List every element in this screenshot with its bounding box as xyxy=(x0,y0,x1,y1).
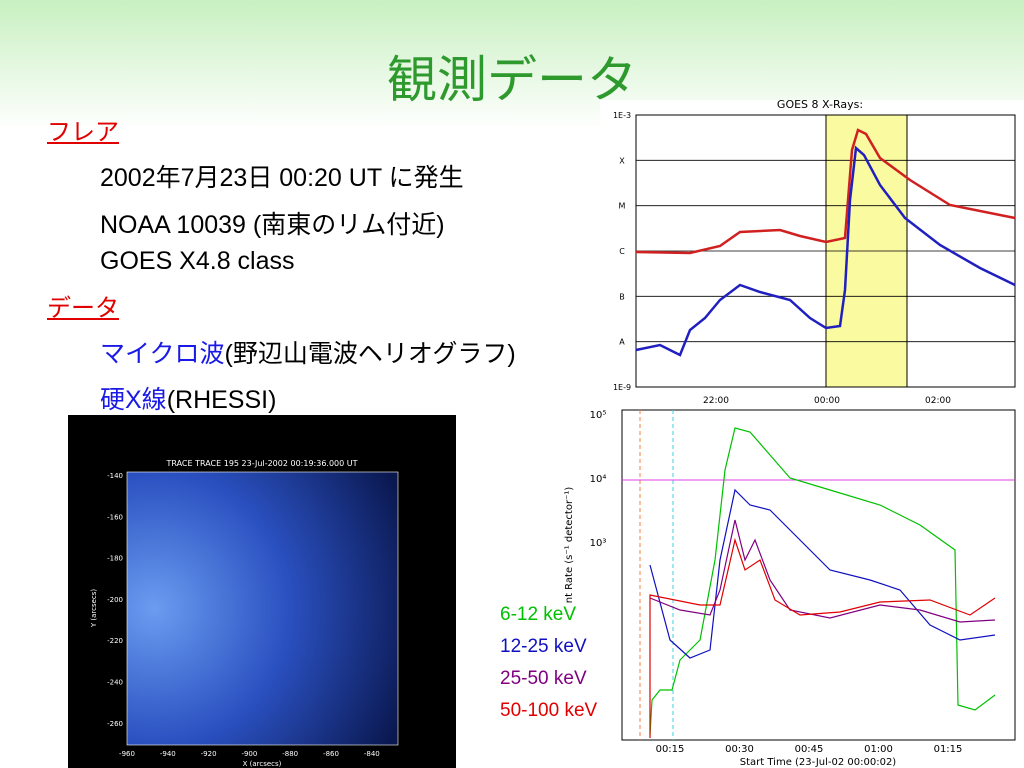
goes-title: GOES 8 X-Rays: xyxy=(777,98,863,111)
text-line: GOES X4.8 class xyxy=(100,247,295,276)
text-part: (RHESSI) xyxy=(166,386,277,414)
y-tick-label: -200 xyxy=(107,596,123,604)
curve-6-12 xyxy=(649,427,996,736)
trace-x-label: X (arcsecs) xyxy=(243,760,282,768)
x-tick-label: -840 xyxy=(364,750,380,758)
y-tick-label: -160 xyxy=(107,513,123,521)
x-label: 22:00 xyxy=(703,396,729,406)
x-tick-label: -960 xyxy=(119,750,135,758)
y-label: M xyxy=(619,202,626,211)
legend-entry: 12-25 keV xyxy=(500,636,587,658)
trace-image xyxy=(126,471,399,746)
text-part: GOES X4.8 class xyxy=(100,247,295,275)
x-tick-label: -940 xyxy=(160,750,176,758)
rhessi-x-label: Start Time (23-Jul-02 00:00:02) xyxy=(740,757,897,768)
rhessi-axes: 10⁵ 10⁴ 10³ 00:15 00:30 00:45 01:00 01:15 xyxy=(590,410,963,755)
y-label: 1E-9 xyxy=(613,383,631,392)
goes-long-curve xyxy=(635,128,1016,255)
text-part: 硬X線 xyxy=(100,386,167,414)
x-tick-label: -880 xyxy=(282,750,298,758)
text-part: マイクロ波 xyxy=(100,340,225,368)
slide-title: 観測データ xyxy=(387,52,637,108)
x-tick-label: -920 xyxy=(201,750,217,758)
section-heading: フレア xyxy=(47,119,119,146)
curve-12-25 xyxy=(649,488,996,659)
x-label: 00:00 xyxy=(814,396,840,406)
y-tick-label: -240 xyxy=(107,679,123,687)
text-line: マイクロ波(野辺山電波ヘリオグラフ) xyxy=(100,334,516,370)
y-tick-label: -260 xyxy=(107,720,123,728)
y-label: X xyxy=(619,156,625,165)
text-line: 硬X線(RHESSI) xyxy=(100,380,276,416)
x-tick-label: 01:15 xyxy=(934,744,963,755)
legend-entry: 25-50 keV xyxy=(500,668,587,690)
x-tick-label: -900 xyxy=(241,750,257,758)
y-label: 1E-3 xyxy=(613,111,631,120)
curve-25-50 xyxy=(649,519,996,623)
x-tick-label: 00:45 xyxy=(795,744,824,755)
x-tick-label: 00:15 xyxy=(656,744,685,755)
y-label: A xyxy=(619,338,625,347)
x-label: 02:00 xyxy=(925,396,951,406)
goes-frame xyxy=(635,114,1016,388)
y-tick-label: 10³ xyxy=(590,538,607,549)
text-line: 2002年7月23日 00:20 UT に発生 xyxy=(100,158,464,194)
x-tick-label: -860 xyxy=(323,750,339,758)
y-label: C xyxy=(619,247,625,256)
x-tick-label: 01:00 xyxy=(864,744,893,755)
rhessi-frame xyxy=(621,409,1016,741)
text-part: 2002年7月23日 00:20 UT に発生 xyxy=(100,164,464,192)
text-line: NOAA 10039 (南東のリム付近) xyxy=(100,205,445,241)
y-tick-label: -140 xyxy=(107,472,123,480)
legend-entry: 50-100 keV xyxy=(500,700,598,722)
trace-title: TRACE TRACE 195 23-Jul-2002 00:19:36.000… xyxy=(165,459,357,468)
legend-entry: 6-12 keV xyxy=(500,604,577,626)
goes-short-curve xyxy=(635,145,1016,357)
y-tick-label: 10⁴ xyxy=(590,474,607,485)
trace-axes: -140 -160 -180 -200 -220 -240 -260 -960 -940 -920… xyxy=(107,472,380,758)
y-tick-label: -220 xyxy=(107,637,123,645)
y-tick-label: -180 xyxy=(107,555,123,563)
y-label: B xyxy=(619,292,625,301)
rhessi-y-label: nt Rate (s⁻¹ detector⁻¹) xyxy=(564,487,575,604)
y-tick-label: 10⁵ xyxy=(590,410,607,421)
rhessi-panel xyxy=(560,405,1024,768)
section-heading: データ xyxy=(47,295,119,322)
x-tick-label: 00:30 xyxy=(725,744,754,755)
text-part: NOAA 10039 (南東のリム付近) xyxy=(100,211,445,239)
text-part: (野辺山電波ヘリオグラフ) xyxy=(224,340,516,368)
curve-50-100 xyxy=(649,537,996,738)
trace-y-label: Y (arcsecs) xyxy=(90,589,98,629)
